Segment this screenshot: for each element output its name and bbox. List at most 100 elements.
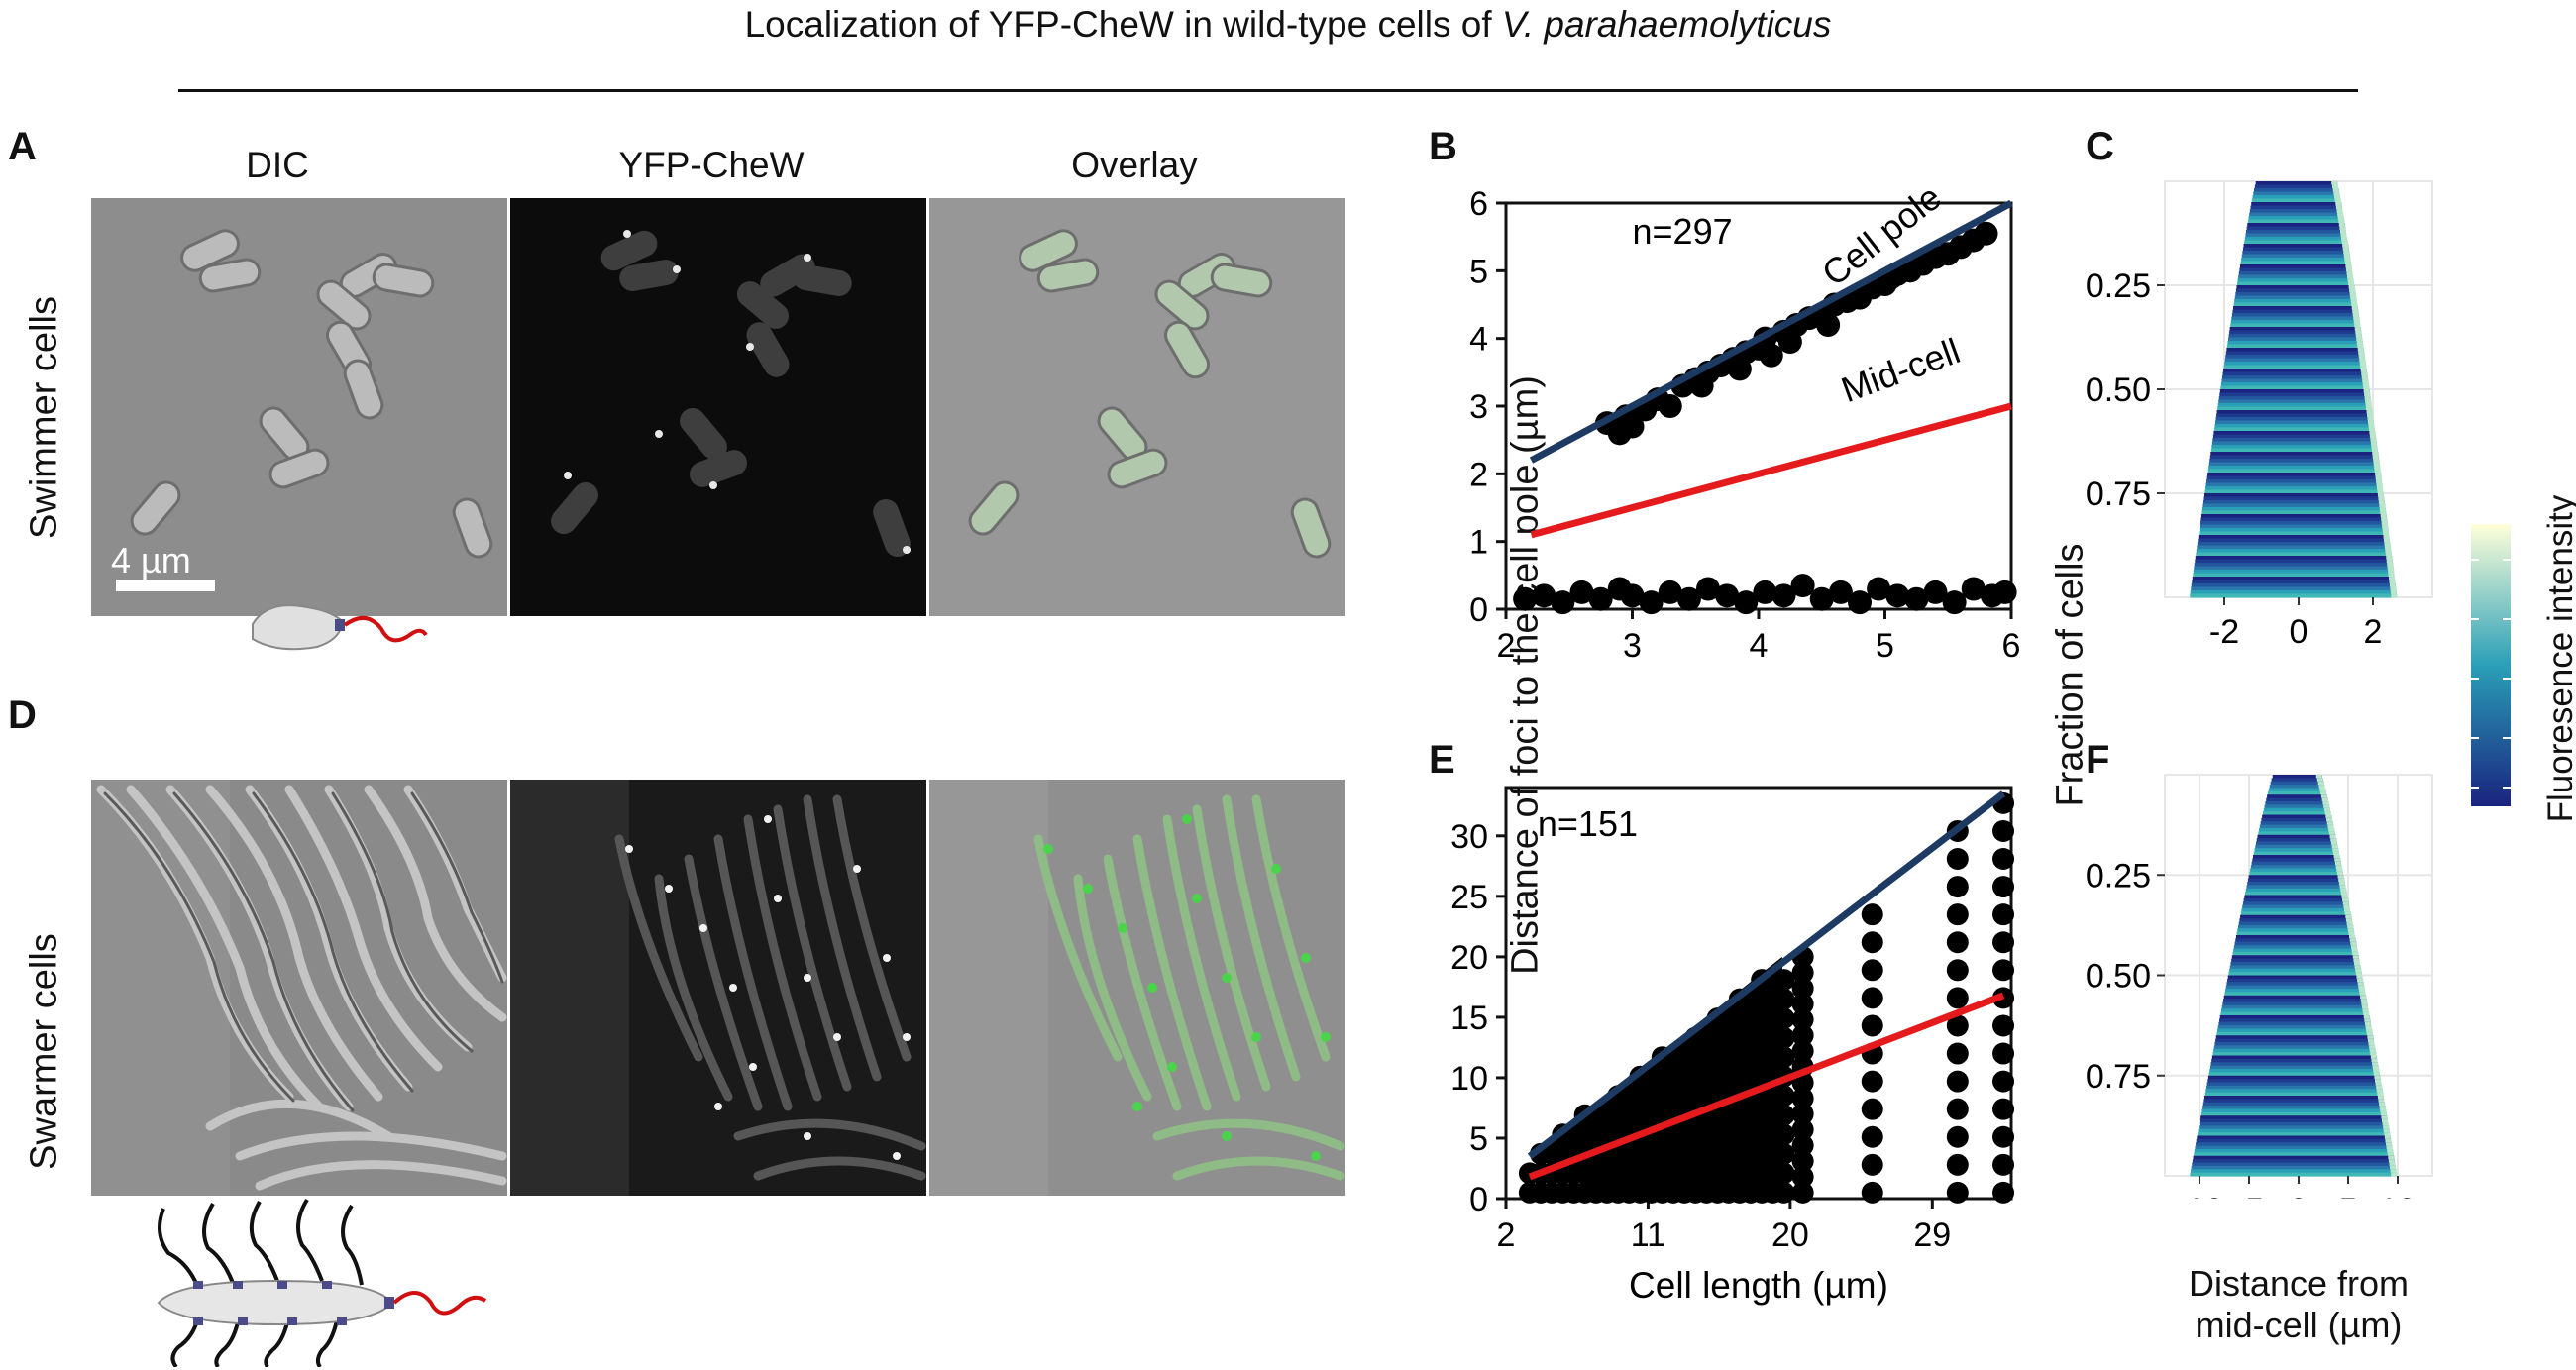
chart-c-row-edge <box>2332 184 2339 189</box>
chart-f-row <box>2192 1162 2396 1167</box>
chart-c-row <box>2250 205 2342 210</box>
chart-e-point <box>1992 959 2015 982</box>
chart-c-row-edge <box>2350 295 2357 300</box>
chart-f-row-edge <box>2328 828 2335 832</box>
chart-f-row <box>2257 834 2336 839</box>
chart-c-row <box>2200 521 2388 526</box>
chart-f-row-edge <box>2347 924 2354 929</box>
chart-c-row <box>2217 403 2372 408</box>
chart-c-row-edge <box>2357 344 2364 349</box>
chart-f-row <box>2227 975 2363 980</box>
chart-c-row-edge <box>2384 545 2391 550</box>
chart-f-row <box>2220 1011 2370 1016</box>
chart-c-row <box>2238 271 2353 276</box>
chart-e-point <box>1861 1070 1883 1093</box>
chart-e-point <box>1772 1123 1795 1146</box>
chart-c-row <box>2237 281 2355 286</box>
chart-c-row-edge <box>2353 320 2360 325</box>
chart-f-row <box>2195 1145 2393 1150</box>
chart-c-row <box>2223 365 2367 369</box>
chart-f-row <box>2242 904 2350 909</box>
chart-e-point <box>1946 931 1969 954</box>
chart-e-point <box>1946 1042 1969 1065</box>
chart-e-line-mid-cell <box>1528 992 2005 1181</box>
chart-c-row-edge <box>2352 313 2359 318</box>
chart-f-row <box>2211 1058 2378 1063</box>
chart-e-point <box>1772 1104 1795 1126</box>
chart-c-row-edge <box>2362 378 2369 383</box>
chart-c-row-edge <box>2334 198 2341 203</box>
chart-c-row-edge <box>2347 274 2354 279</box>
chart-e-point <box>1946 987 1969 1009</box>
chart-b-label-mid-cell: Mid-cell <box>1836 330 1966 410</box>
chart-c-row-edge <box>2363 389 2370 394</box>
chart-f-row-edge <box>2362 1008 2369 1013</box>
chart-f-row <box>2205 1085 2383 1090</box>
chart-f-row <box>2248 875 2344 880</box>
chart-c-row-edge <box>2353 316 2360 321</box>
chart-f-row <box>2217 1025 2372 1030</box>
chart-c-row <box>2240 261 2351 265</box>
chart-f-xtick-label: 10 <box>2379 1192 2416 1199</box>
chart-f-row-edge <box>2366 1031 2373 1036</box>
chart-f-row <box>2251 861 2341 866</box>
chart-c-row-edge <box>2364 396 2371 401</box>
chart-b-point <box>1848 590 1872 615</box>
chart-e-point <box>1791 1103 1814 1125</box>
chart-c-row <box>2213 427 2375 432</box>
chart-c-row-edge <box>2370 441 2377 446</box>
chart-f-row <box>2235 935 2356 939</box>
chart-f-row-edge <box>2352 951 2359 956</box>
chart-c-row-edge <box>2373 459 2380 464</box>
chart-c-row <box>2220 382 2369 387</box>
chart-c-row-edge <box>2345 264 2352 269</box>
chart-f-row-edge <box>2341 895 2348 899</box>
chart-f-row <box>2238 921 2353 926</box>
chart-f-row <box>2225 989 2365 993</box>
chart-c-row-edge <box>2375 473 2382 477</box>
chart-f-row <box>2254 848 2339 853</box>
chart-b-ytick-label: 2 <box>1469 456 1488 493</box>
chart-e-point <box>1791 961 1814 984</box>
chart-c-row-edge <box>2348 285 2355 290</box>
chart-b-ytick-label: 6 <box>1469 185 1488 223</box>
chart-f-xtick-label: 5 <box>2339 1192 2358 1199</box>
chart-f-row-edge <box>2325 814 2332 819</box>
chart-f-row <box>2191 1165 2397 1170</box>
chart-c-row-edge <box>2342 247 2349 252</box>
chart-f-row-edge <box>2323 807 2330 812</box>
chart-e-ytick-label: 20 <box>1450 939 1488 977</box>
chart-c-row-edge <box>2383 538 2390 543</box>
chart-c-row-edge <box>2379 507 2386 512</box>
chart-c-row <box>2216 410 2373 415</box>
chart-c-row-edge <box>2335 202 2342 207</box>
chart-f-row-edge <box>2358 989 2365 993</box>
chart-f-row-edge <box>2355 968 2362 973</box>
chart-c: -2 0 2 0.25 0.50 0.75 <box>2086 180 2433 651</box>
chart-f-row-edge <box>2332 848 2339 853</box>
chart-c-row-edge <box>2346 271 2353 276</box>
row-label-swimmer: Swimmer cells <box>23 296 65 539</box>
chart-c-row <box>2206 479 2383 484</box>
chart-e-point <box>1946 848 1969 871</box>
chart-c-row-edge <box>2337 212 2344 217</box>
chart-c-row-edge <box>2347 278 2354 283</box>
chart-c-row <box>2226 344 2364 349</box>
chart-b-point <box>1923 580 1948 604</box>
chart-f-row <box>2204 1096 2384 1100</box>
chart-b-xtick-label: 4 <box>1750 627 1769 665</box>
chart-f-row-edge <box>2336 868 2343 873</box>
chart-f-row-edge <box>2386 1142 2393 1147</box>
chart-f-row <box>2231 955 2359 960</box>
chart-f-row <box>2208 1072 2380 1077</box>
chart-b-point <box>1904 586 1929 611</box>
chart-f-row <box>2253 855 2340 859</box>
chart-c-row <box>2207 469 2381 474</box>
chart-c-row <box>2247 223 2345 228</box>
chart-c-row <box>2251 202 2342 207</box>
chart-c-row-edge <box>2344 261 2351 265</box>
chart-f-row <box>2271 778 2323 783</box>
chart-e-n-annotation: n=151 <box>1538 803 1638 844</box>
chart-f-row-edge <box>2330 841 2337 846</box>
